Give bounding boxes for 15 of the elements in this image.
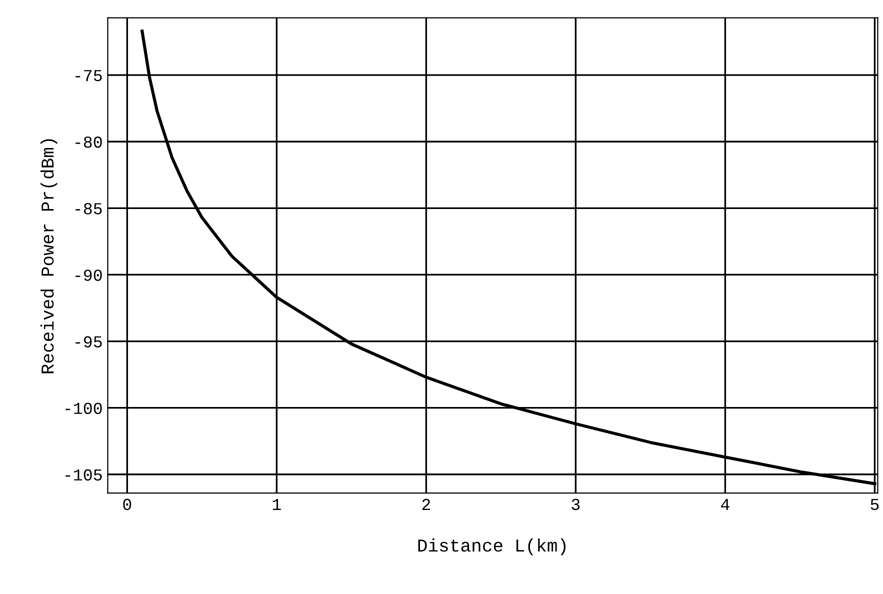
x-tick-label: 2 [422,498,430,510]
x-tick-label: 3 [572,498,580,510]
x-tick-label: 1 [272,498,281,510]
x-axis-title: Distance L(km) [418,538,566,556]
x-tick-label: 5 [870,498,879,510]
x-tick-label: 0 [123,498,132,510]
y-tick-label: -80 [76,136,102,148]
y-tick-label: -85 [76,203,102,214]
y-tick-label: -75 [76,70,102,82]
y-tick-label: -105 [66,469,102,481]
y-tick-label: -95 [76,336,102,348]
x-tick-label: 4 [721,498,730,510]
y-axis-title: Received Power Pr(dBm) [40,139,58,374]
y-tick-label: -90 [76,270,102,281]
y-tick-label: -100 [66,402,102,414]
